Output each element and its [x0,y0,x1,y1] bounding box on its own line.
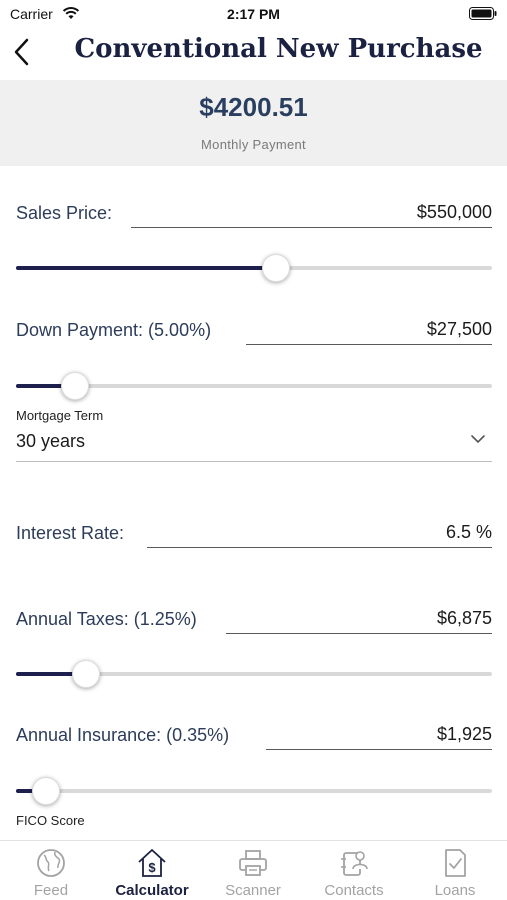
carrier-label: Carrier [10,6,53,22]
interest-rate-input[interactable]: 6.5 % [147,516,492,548]
annual-taxes-value: $6,875 [436,608,492,628]
interest-rate-row: Interest Rate: 6.5 % [16,508,492,548]
tab-calculator[interactable]: $ Calculator [102,841,202,900]
interest-rate-value: 6.5 % [445,522,492,542]
annual-taxes-input[interactable]: $6,875 [226,602,492,634]
mortgage-term-value: 30 years [16,431,86,451]
svg-text:$: $ [148,860,156,875]
tab-feed[interactable]: Feed [1,841,101,900]
clock: 2:17 PM [227,6,280,22]
monthly-payment-amount: $4200.51 [199,92,308,122]
tab-label: Calculator [115,882,189,899]
down-payment-input[interactable]: $27,500 [246,313,492,345]
tab-scanner[interactable]: Scanner [203,841,303,900]
annual-insurance-label: Annual Insurance: (0.35%) [16,725,230,745]
sales-price-value: $550,000 [416,202,492,222]
tab-label: Contacts [324,882,384,899]
sales-price-row: Sales Price: $550,000 [16,188,492,228]
slider-track [16,789,492,793]
slider-thumb[interactable] [72,660,100,688]
slider-track [16,672,492,676]
mortgage-term-label: Mortgage Term [16,408,104,423]
annual-taxes-slider[interactable] [16,659,492,689]
navigation-bar: Conventional New Purchase [0,28,507,80]
slider-fill [16,384,64,388]
slider-track [16,384,492,388]
sales-price-label: Sales Price: [16,203,113,223]
slider-thumb[interactable] [262,254,291,282]
monthly-payment-label: Monthly Payment [201,137,306,152]
tab-label: Scanner [225,882,281,899]
wifi-icon [62,7,80,19]
annual-taxes-row: Annual Taxes: (1.25%) $6,875 [16,594,492,634]
slider-thumb[interactable] [31,777,60,805]
slider-thumb[interactable] [60,372,89,400]
down-payment-value: $27,500 [426,319,492,339]
printer-icon [239,850,267,876]
sales-price-slider[interactable] [16,253,492,283]
sales-price-input[interactable]: $550,000 [131,196,492,228]
down-payment-row: Down Payment: (5.00%) $27,500 [16,305,492,345]
tab-label: Feed [33,882,69,899]
annual-insurance-input[interactable]: $1,925 [266,718,492,750]
document-check-icon [445,849,466,877]
annual-insurance-slider[interactable] [16,776,492,806]
chevron-down-icon [471,435,485,444]
contacts-icon [341,851,368,876]
slider-fill [16,789,33,793]
tab-label: Loans [434,882,476,899]
tab-loans[interactable]: Loans [405,841,505,900]
tab-contacts[interactable]: Contacts [304,841,404,900]
payment-summary: $4200.51 Monthly Payment [0,80,507,166]
fico-score-label: FICO Score [16,813,85,828]
slider-fill [16,266,278,270]
annual-insurance-row: Annual Insurance: (0.35%) $1,925 [16,710,492,750]
tab-bar: Feed $ Calculator Scanner Contacts [0,840,507,900]
page-title: Conventional New Purchase [74,34,483,64]
status-bar: Carrier 2:17 PM [0,0,507,28]
slider-fill [16,672,76,676]
mortgage-term-select[interactable]: 30 years [16,424,492,462]
annual-insurance-value: $1,925 [436,724,492,744]
down-payment-label: Down Payment: (5.00%) [16,320,212,340]
globe-icon [37,849,65,877]
battery-icon [469,7,497,20]
annual-taxes-label: Annual Taxes: (1.25%) [16,609,197,629]
interest-rate-label: Interest Rate: [16,523,125,543]
down-payment-slider[interactable] [16,371,492,401]
house-dollar-icon: $ [138,849,166,877]
back-chevron-icon[interactable] [10,36,34,68]
